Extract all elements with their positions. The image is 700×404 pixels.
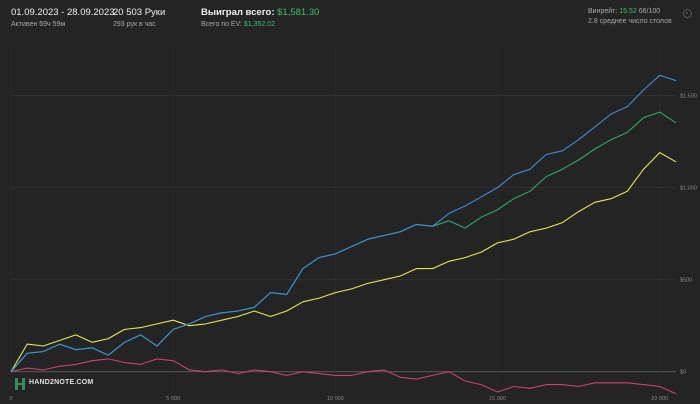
ev-value: $1,352.02 xyxy=(243,21,276,28)
chart-series xyxy=(10,74,677,395)
chart-grid xyxy=(10,44,676,392)
won-total: Выиграл всего: $1,581.30 xyxy=(201,7,319,18)
stats-header: 01.09.2023 - 28.09.2023 Активен 69ч 59м … xyxy=(0,0,700,44)
won-label: Выиграл всего: xyxy=(201,7,275,18)
x-tick-label: 20 000 xyxy=(651,396,668,402)
date-range[interactable]: 01.09.2023 - 28.09.2023 xyxy=(11,7,115,18)
hands-total: 20 503 Руки xyxy=(113,7,166,18)
avg-tables: 2.8 среднее число столов xyxy=(588,18,672,25)
winrate-value: 15.52 xyxy=(619,8,637,15)
ev-label: Всего по EV: xyxy=(201,21,242,28)
chart-ticks: $0 $500 $1,000 $1,500 0 5 000 10 000 15 000 20 0… xyxy=(9,94,696,402)
winrate-label: Винрейт: xyxy=(588,8,618,15)
won-series-line xyxy=(10,74,677,373)
hand2note-logo-icon xyxy=(15,378,25,390)
won-value: $1,581.30 xyxy=(277,7,320,18)
winrate: Винрейт: 15.52 66/100 xyxy=(588,8,660,15)
logo-text: HAND2NOTE.COM xyxy=(29,379,94,386)
x-tick-label: 10 000 xyxy=(327,396,344,402)
gear-icon[interactable] xyxy=(683,9,692,18)
y-tick-label: $1,000 xyxy=(680,186,697,192)
hands-per-hour: 293 рук в час xyxy=(113,21,156,28)
y-tick-label: $0 xyxy=(680,370,686,376)
showdown-series-line xyxy=(10,152,677,372)
winrate-suffix: 66/100 xyxy=(638,8,661,15)
nonshowdown-series-line xyxy=(10,358,677,395)
y-tick-label: $1,500 xyxy=(680,94,697,100)
ev-series-line xyxy=(10,111,677,373)
active-time: Активен 69ч 59м xyxy=(11,21,66,28)
y-tick-label: $500 xyxy=(680,278,692,284)
ev-total: Всего по EV: $1,352.02 xyxy=(201,21,275,28)
x-tick-label: 15 000 xyxy=(489,396,506,402)
x-tick-label: 5 000 xyxy=(166,396,180,402)
x-tick-label: 0 xyxy=(9,396,12,402)
